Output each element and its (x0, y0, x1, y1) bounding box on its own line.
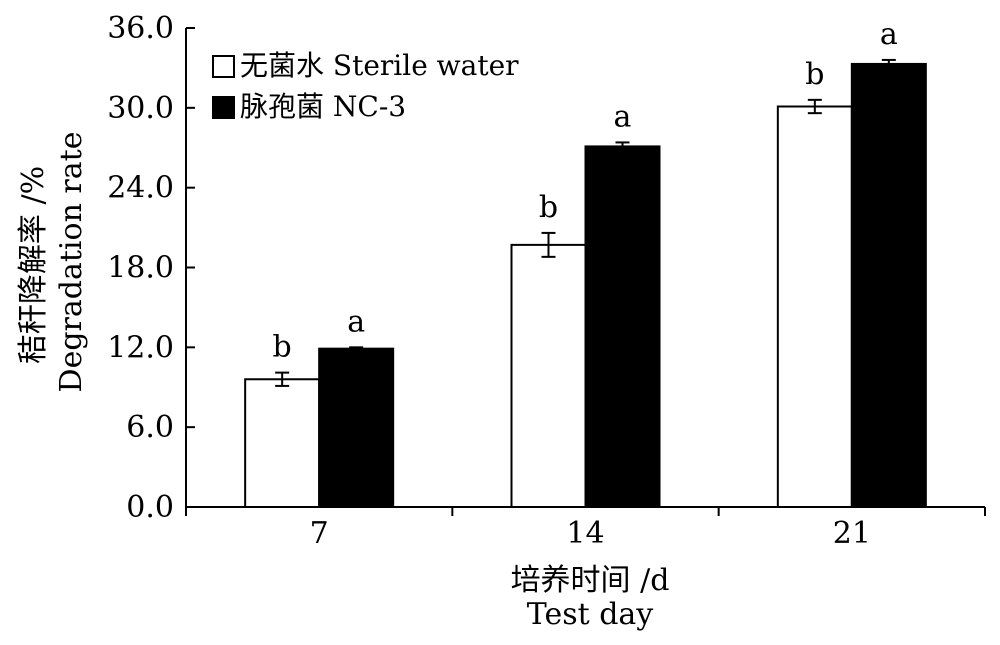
y-tick-label: 30.0 (107, 91, 174, 126)
significance-label-nc3: a (880, 17, 898, 52)
plot-area: 0.0 6.0 12.0 18.0 24.0 30.0 36.0 7 14 21 b a b a b a (107, 11, 986, 551)
y-tick-label: 18.0 (107, 251, 174, 286)
bar-nc3 (850, 62, 927, 509)
significance-label-sterile-water: b (539, 190, 558, 225)
legend-label-nc3: 脉孢菌 NC-3 (240, 90, 406, 123)
significance-label-nc3: a (347, 304, 365, 339)
y-axis-title-chinese: 秸秆降解率 /% (16, 166, 51, 364)
legend: 无菌水 Sterile water 脉孢菌 NC-3 (212, 49, 519, 123)
x-tick-label: 14 (566, 516, 604, 551)
x-tick-label: 21 (833, 516, 871, 551)
bar-sterile-water (510, 243, 587, 508)
bar-nc3 (318, 347, 395, 508)
y-tick-label: 24.0 (107, 171, 174, 206)
y-tick-label: 12.0 (107, 330, 174, 365)
x-tick-label: 7 (310, 516, 329, 551)
x-axis-title-chinese: 培养时间 /d (511, 563, 670, 598)
bar-sterile-water (244, 378, 321, 508)
significance-label-sterile-water: b (805, 57, 824, 92)
legend-swatch-nc3 (212, 96, 235, 119)
y-tick-label: 6.0 (126, 410, 174, 445)
bar-nc3 (584, 145, 661, 509)
significance-label-sterile-water: b (273, 330, 292, 365)
bar-sterile-water (776, 105, 853, 508)
significance-label-nc3: a (614, 99, 632, 134)
x-axis-title-english: Test day (527, 597, 654, 632)
y-tick-label: 0.0 (126, 490, 174, 525)
y-axis-title-english: Degradation rate (54, 132, 89, 393)
legend-label-sterile-water: 无菌水 Sterile water (240, 49, 519, 82)
y-tick-label: 36.0 (107, 11, 174, 46)
legend-swatch-sterile-water (212, 55, 235, 78)
